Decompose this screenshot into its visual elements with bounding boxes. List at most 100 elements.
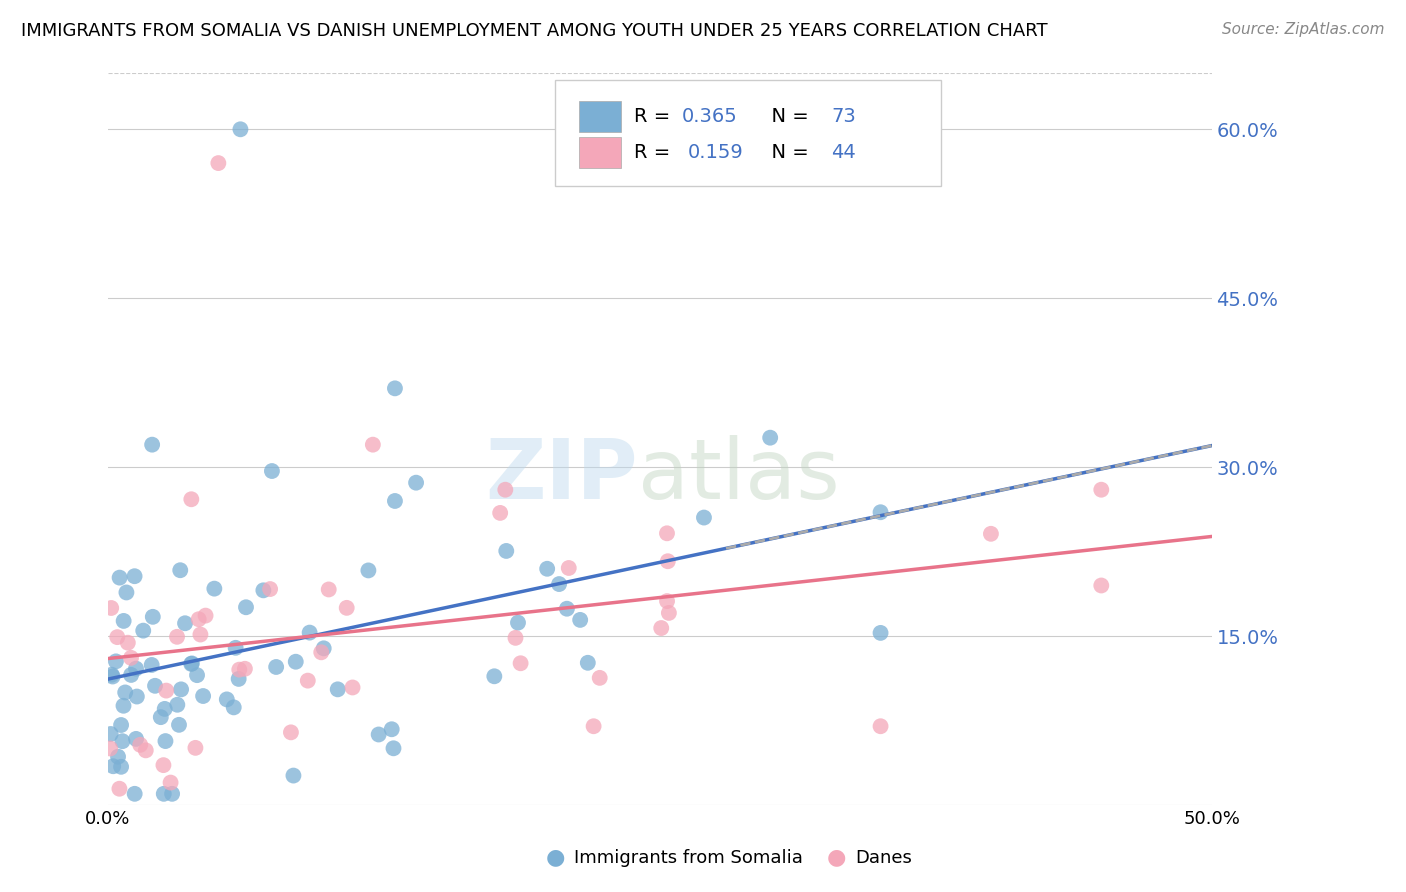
Point (484, 669, 506, 683)
Point (506, 615, 529, 630)
Text: R =: R = (634, 107, 676, 126)
Point (125, 690, 148, 704)
Point (170, 682, 193, 697)
Point (110, 760, 132, 774)
Point (120, 668, 142, 682)
Point (105, 630, 128, 644)
Point (124, 569, 146, 583)
Point (693, 510, 716, 524)
Point (252, 583, 274, 598)
Point (284, 655, 307, 669)
Point (655, 594, 678, 608)
Point (228, 672, 250, 686)
Point (309, 645, 332, 659)
Point (191, 689, 214, 703)
Point (381, 723, 404, 737)
Point (222, 700, 245, 714)
Point (298, 625, 321, 640)
Point (98, 741, 121, 756)
Point (115, 585, 138, 599)
Point (135, 743, 157, 757)
Point (297, 673, 319, 688)
Point (655, 526, 678, 541)
Point (100, 601, 122, 615)
Point (582, 719, 605, 733)
Point (235, 600, 257, 615)
Point (576, 656, 599, 670)
Point (326, 682, 349, 697)
Point (259, 582, 281, 596)
Text: Immigrants from Somalia: Immigrants from Somalia (574, 849, 803, 867)
Point (169, 563, 191, 577)
Point (153, 702, 176, 716)
Point (112, 614, 135, 628)
Point (155, 683, 177, 698)
Text: R =: R = (634, 144, 683, 162)
Point (129, 738, 152, 752)
FancyBboxPatch shape (555, 80, 941, 186)
Point (120, 650, 142, 665)
Point (509, 657, 531, 671)
Point (260, 464, 283, 478)
Point (152, 758, 174, 772)
Point (104, 654, 127, 668)
Point (548, 577, 571, 591)
Point (132, 624, 155, 638)
Point (180, 657, 202, 671)
Point (159, 775, 181, 789)
Point (100, 667, 122, 681)
Text: Danes: Danes (855, 849, 911, 867)
Point (194, 608, 217, 623)
Point (657, 554, 679, 568)
Point (361, 437, 384, 451)
Point (495, 544, 517, 558)
Point (108, 781, 131, 796)
Point (174, 616, 197, 631)
Point (264, 660, 287, 674)
Point (103, 759, 125, 773)
Point (869, 505, 891, 519)
Point (555, 601, 578, 615)
Point (759, 431, 782, 445)
Point (312, 641, 335, 656)
Point (143, 679, 166, 693)
Point (107, 749, 129, 764)
Point (108, 571, 131, 585)
Point (405, 475, 427, 490)
Point (190, 627, 212, 641)
Text: ●: ● (546, 847, 565, 867)
FancyBboxPatch shape (579, 101, 621, 131)
Text: 73: 73 (831, 107, 856, 126)
Point (125, 662, 148, 676)
Point (125, 731, 148, 746)
Point (100, 727, 122, 741)
Point (650, 621, 672, 635)
Point (101, 669, 124, 683)
Point (869, 719, 891, 733)
Point (186, 668, 208, 682)
Point (166, 698, 188, 712)
Text: 0.159: 0.159 (688, 144, 744, 162)
Point (869, 626, 891, 640)
Point (382, 741, 405, 756)
Point (141, 657, 163, 672)
Point (110, 718, 132, 732)
Point (152, 787, 174, 801)
Point (336, 600, 359, 615)
Point (180, 492, 202, 507)
Point (228, 663, 250, 677)
Point (207, 156, 229, 170)
Point (589, 671, 612, 685)
Point (658, 606, 681, 620)
Point (558, 561, 581, 575)
Text: N =: N = (759, 107, 815, 126)
Point (536, 562, 558, 576)
Point (233, 662, 256, 676)
Point (980, 526, 1002, 541)
Point (1090, 578, 1112, 592)
Point (111, 734, 134, 748)
Point (160, 787, 183, 801)
Point (184, 740, 207, 755)
Point (202, 582, 225, 596)
Point (367, 727, 389, 741)
